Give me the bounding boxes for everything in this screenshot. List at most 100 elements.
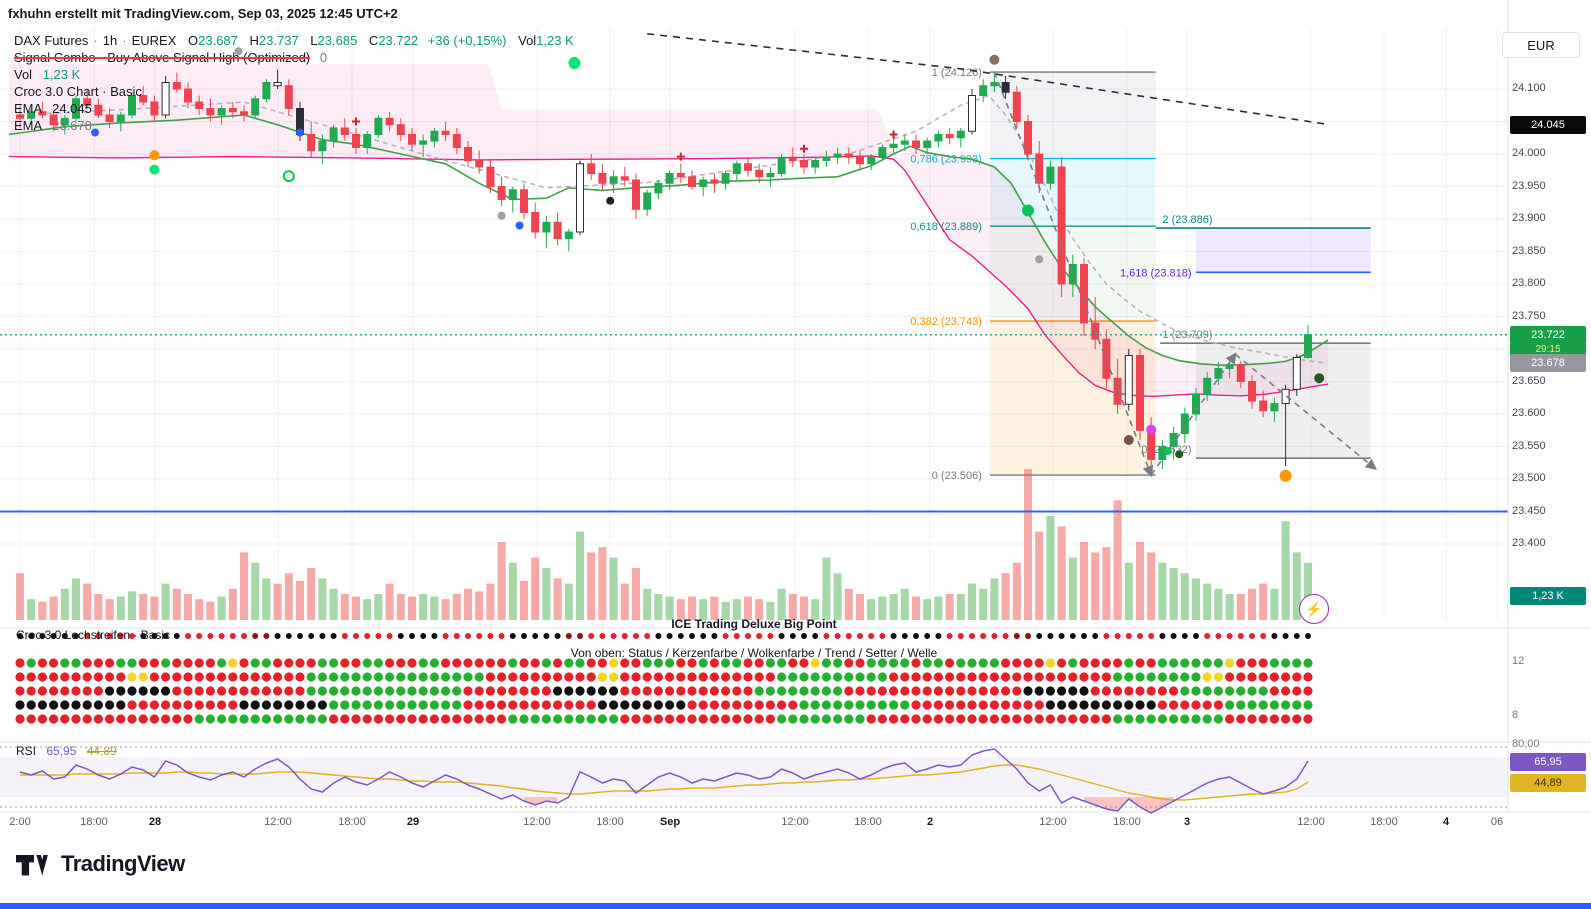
volume-bar (990, 578, 999, 620)
volume-bar (72, 578, 80, 620)
volume-bar (441, 599, 450, 620)
volume-bar (161, 583, 170, 620)
candle (912, 140, 920, 148)
volume-bar (1270, 588, 1279, 620)
candle (1259, 400, 1268, 412)
time-axis-label[interactable]: 28 (148, 816, 162, 828)
cross-marker (800, 144, 808, 153)
grid (0, 28, 1508, 620)
signal-dot (234, 47, 243, 56)
fib-level-label: 0,618 (23.889) (910, 221, 982, 233)
candle (486, 166, 495, 187)
time-axis-label[interactable]: 12:00 (1297, 816, 1325, 828)
legend-ema1-row[interactable]: EMA 24.045 (14, 101, 92, 116)
rsi-legend[interactable]: RSI 65,95 44,89 (16, 744, 117, 758)
lightning-button[interactable]: ⚡ (1299, 594, 1329, 624)
candle (452, 134, 461, 148)
time-axis-label[interactable]: 06 (1490, 816, 1504, 828)
volume-bar (1057, 526, 1066, 620)
volume-bar (1304, 562, 1312, 620)
ema1-label[interactable]: EMA (14, 101, 42, 116)
volume-bar (564, 583, 573, 620)
volume-bar (419, 594, 428, 620)
time-axis-label[interactable]: Sep (659, 816, 681, 828)
candle (1035, 153, 1044, 184)
volume-bar (94, 594, 103, 620)
candles (16, 69, 1312, 476)
volume-bar (1113, 500, 1122, 620)
candle (441, 130, 450, 135)
volume-bar (1292, 552, 1301, 620)
volume-bar (867, 599, 876, 620)
ema2-label[interactable]: EMA (14, 118, 42, 133)
time-axis-label[interactable]: 12:00 (781, 816, 809, 828)
candle (419, 140, 428, 145)
tradingview-logo[interactable]: TradingView (16, 848, 185, 880)
rsi-ma-value: 44,89 (86, 744, 117, 758)
separator-dot: · (93, 33, 98, 48)
vol-indicator-label[interactable]: Vol (14, 67, 33, 82)
time-axis-label[interactable]: 18:00 (596, 816, 624, 828)
legend-signal-combo-row[interactable]: Signal Combo - Buy Above Signal High (Op… (14, 50, 327, 65)
high-label: H (249, 33, 259, 48)
candle (83, 98, 92, 106)
open-label: O (188, 33, 199, 48)
legend-ema2-row[interactable]: EMA 23.678 (14, 118, 92, 133)
volume-bar (1169, 568, 1178, 620)
change-value: +36 (+0,15%) (427, 33, 507, 48)
time-axis-label[interactable]: 2 (926, 816, 934, 828)
candle (598, 173, 607, 184)
signal-combo-title[interactable]: Signal Combo - Buy Above Signal High (Op… (14, 50, 311, 65)
candle (307, 134, 316, 152)
candle (844, 153, 853, 158)
price-axis-label: 23.550 (1512, 439, 1546, 452)
candle (979, 85, 988, 96)
time-axis-label[interactable]: 18:00 (854, 816, 882, 828)
symbol-title[interactable]: DAX Futures (14, 33, 89, 48)
rsi-value: 65,95 (46, 744, 77, 758)
legend-volume-row[interactable]: Vol 1,23 K (14, 67, 80, 82)
signal-dot (91, 128, 100, 137)
time-axis-label[interactable]: 12:00 (1039, 816, 1067, 828)
price-axis-label: 23.750 (1512, 309, 1546, 322)
fib-level-label: 1,618 (23.818) (1120, 267, 1192, 279)
volume-bar (912, 596, 920, 620)
time-axis-label[interactable]: 18:00 (1113, 816, 1141, 828)
time-axis-label[interactable]: 4 (1442, 816, 1450, 828)
candle (128, 95, 136, 116)
volume-bar (60, 588, 69, 620)
time-axis-label[interactable]: 3 (1183, 816, 1191, 828)
time-axis-label[interactable]: 18:00 (1370, 816, 1398, 828)
time-axis-label[interactable]: 18:00 (338, 816, 366, 828)
time-axis-label[interactable]: 12:00 (523, 816, 551, 828)
interval-label[interactable]: 1h (102, 33, 118, 48)
volume-bar (228, 588, 237, 620)
ema1-value: 24.045 (52, 101, 92, 116)
legend-croc-chart-row[interactable]: Croc 3.0 Chart · Basic (14, 84, 142, 99)
croc-chart-title[interactable]: Croc 3.0 Chart · Basic (14, 84, 142, 99)
candle (1281, 388, 1290, 405)
time-axis-label[interactable]: 29 (406, 816, 420, 828)
candle (139, 95, 148, 103)
volume-bar (1024, 469, 1032, 620)
time-axis-label[interactable]: 12:00 (264, 816, 292, 828)
candle (1270, 403, 1279, 412)
currency-button[interactable]: EUR (1502, 32, 1580, 58)
volume-bar (116, 596, 125, 620)
legend-symbol-row[interactable]: DAX Futures · 1h · EUREX O23.687 H23.737 L23… (14, 33, 574, 48)
croc-panel-title[interactable]: Croc 3.0 Lochstreifen · Basic (16, 628, 171, 642)
volume-bar (777, 588, 786, 620)
candle (744, 163, 752, 171)
rsi-title[interactable]: RSI (16, 744, 37, 758)
volume-bar (1124, 562, 1133, 620)
fib-level-label: 0 (23.506) (932, 470, 982, 482)
candle (968, 95, 976, 132)
candle (643, 192, 652, 210)
time-axis-label[interactable]: 2:00 (9, 816, 31, 828)
candle (654, 182, 663, 194)
signal-dot (568, 57, 581, 69)
time-axis-label[interactable]: 18:00 (80, 816, 108, 828)
fib-extension-b: 2 (23.886)1,618 (23.818)1 (23.709)0 (23.… (1120, 214, 1371, 460)
volume-bar (464, 588, 472, 620)
